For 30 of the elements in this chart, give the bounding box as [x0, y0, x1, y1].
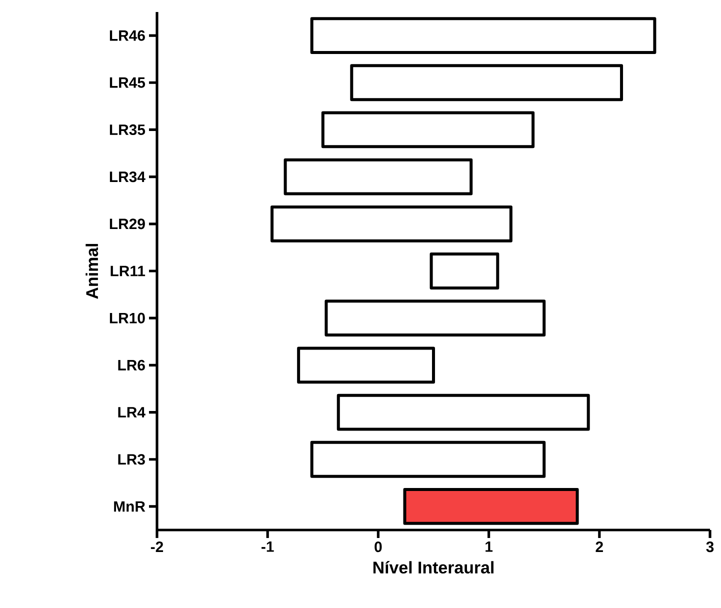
bar	[350, 64, 624, 102]
y-tick-label: LR4	[118, 407, 146, 418]
x-tick-label: 3	[706, 542, 714, 552]
bar	[310, 17, 656, 54]
y-tick-label: LR45	[110, 77, 146, 88]
y-tick-label: LR46	[110, 30, 145, 41]
bar	[430, 252, 500, 290]
bar	[336, 394, 590, 431]
bar	[284, 158, 473, 196]
bar	[270, 205, 512, 242]
y-tick-label: LR6	[118, 360, 145, 370]
bar	[321, 111, 535, 148]
y-tick-label: LR35	[110, 124, 146, 136]
bar	[310, 440, 546, 478]
y-axis-title: Animal	[86, 244, 98, 299]
y-tick-label: LR3	[118, 454, 145, 465]
y-tick-label: LR29	[110, 218, 145, 230]
bar	[324, 300, 546, 337]
x-tick-label: 1	[486, 542, 493, 552]
x-tick-label: -1	[262, 542, 274, 552]
x-tick-label: -2	[150, 542, 164, 552]
x-tick-label: 2	[596, 542, 603, 552]
bar	[297, 346, 436, 384]
y-tick-label: LR34	[110, 172, 146, 182]
x-tick-label: 0	[374, 542, 382, 552]
y-tick-label: MnR	[114, 501, 146, 512]
bar	[403, 488, 579, 525]
x-axis-title: Nível Interaural	[373, 560, 494, 574]
y-tick-label: LR10	[110, 312, 145, 324]
y-tick-label: LR11	[110, 266, 146, 276]
